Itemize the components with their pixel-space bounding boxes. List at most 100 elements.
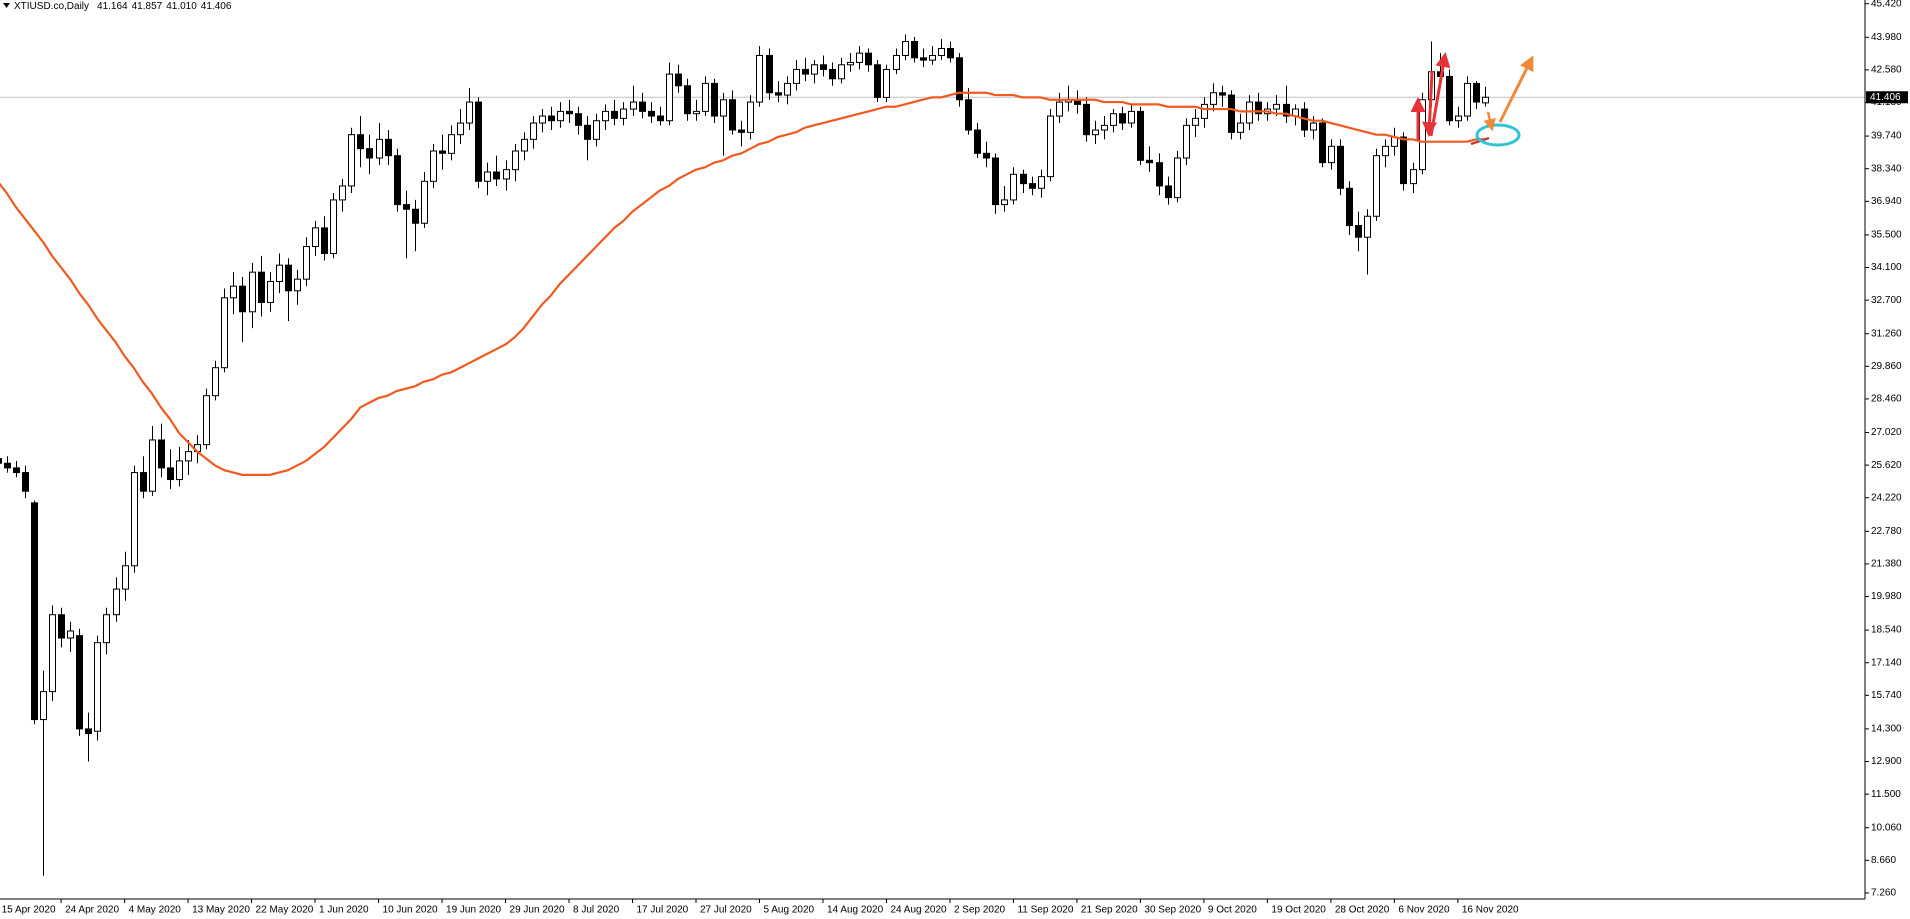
candle-body	[1337, 145, 1344, 189]
candle-body	[630, 101, 637, 110]
candle-body	[1128, 110, 1135, 124]
candle-body	[956, 57, 963, 101]
candle-body	[249, 271, 256, 313]
y-tick-label: 28.460	[1871, 394, 1902, 405]
annotation-arrow	[1498, 55, 1534, 123]
candle-body	[357, 134, 364, 150]
candle-body	[303, 246, 310, 280]
candle-body	[40, 691, 47, 721]
y-tick-label: 19.980	[1871, 591, 1902, 602]
candle-body	[76, 635, 83, 730]
candle-body	[738, 129, 745, 133]
candle-body	[339, 185, 346, 201]
candle-body	[439, 150, 446, 154]
x-tick-label: 5 Aug 2020	[763, 905, 814, 916]
x-tick-label: 27 Jul 2020	[700, 905, 752, 916]
candle-body	[902, 40, 909, 56]
candle-body	[920, 57, 927, 61]
y-tick-label: 7.260	[1871, 888, 1896, 899]
y-tick-label: 39.740	[1871, 131, 1902, 142]
header-triangle	[3, 3, 10, 8]
candle-body	[539, 115, 546, 124]
candle-body	[421, 180, 428, 224]
candle-body	[484, 171, 491, 182]
x-tick-label: 11 Sep 2020	[1017, 905, 1073, 916]
candle-body	[557, 110, 564, 122]
candle-body	[1273, 103, 1280, 110]
y-tick-label: 31.260	[1871, 328, 1902, 339]
y-tick-label: 8.660	[1871, 855, 1896, 866]
candle-body	[113, 588, 120, 616]
candle-body	[493, 171, 500, 180]
y-tick-label: 35.500	[1871, 230, 1902, 241]
candle-body	[1038, 176, 1045, 189]
candle-body	[85, 728, 92, 735]
candle-body	[448, 134, 455, 154]
candle-body	[294, 278, 301, 292]
candle-body	[221, 297, 228, 369]
y-tick-label: 38.340	[1871, 163, 1902, 174]
candle-body	[648, 110, 655, 117]
candle-body	[1137, 110, 1144, 161]
candle-body	[285, 264, 292, 292]
candle-body	[185, 451, 192, 462]
y-tick-label: 32.700	[1871, 295, 1902, 306]
candle-body	[1228, 94, 1235, 133]
candle-body	[4, 462, 11, 469]
y-tick-label: 25.620	[1871, 460, 1902, 471]
candle-body	[548, 115, 555, 122]
candle-body	[103, 614, 110, 644]
y-tick-label: 21.380	[1871, 559, 1902, 570]
candle-body	[475, 101, 482, 182]
candle-body	[729, 99, 736, 131]
candle-body	[1146, 159, 1153, 164]
candle-body	[1056, 101, 1063, 117]
candle-body	[94, 642, 101, 732]
candle-body	[1346, 187, 1353, 227]
candle-body	[883, 68, 890, 98]
candle-body	[784, 82, 791, 96]
candle-body	[1156, 162, 1163, 187]
header-value: 41.164	[97, 1, 128, 12]
candle-body	[1201, 103, 1208, 119]
candle-body	[212, 367, 219, 397]
candle-body	[1319, 122, 1326, 164]
candle-body	[793, 68, 800, 84]
candle-body	[1165, 185, 1172, 199]
candle-body	[1328, 145, 1335, 164]
x-tick-label: 13 May 2020	[192, 905, 250, 916]
y-tick-label: 22.780	[1871, 526, 1902, 537]
candle-body	[512, 150, 519, 171]
candle-body	[611, 110, 618, 119]
x-tick-label: 2 Sep 2020	[954, 905, 1006, 916]
header-value: 41.406	[201, 1, 232, 12]
candle-body	[639, 101, 646, 112]
x-tick-label: 6 Nov 2020	[1398, 905, 1450, 916]
candle-body	[13, 467, 20, 474]
candle-body	[1010, 173, 1017, 201]
candle-body	[1473, 82, 1480, 103]
candle-body	[1001, 199, 1008, 206]
candle-body	[602, 110, 609, 122]
x-tick-label: 19 Jun 2020	[446, 905, 501, 916]
candle-body	[1047, 115, 1054, 178]
candle-body	[766, 54, 773, 94]
candle-body	[929, 54, 936, 61]
y-tick-label: 45.420	[1871, 0, 1902, 9]
candle-body	[403, 204, 410, 210]
candle-body	[167, 467, 174, 481]
candle-body	[1410, 169, 1417, 185]
candle-body	[530, 122, 537, 140]
header-value: 41.857	[132, 1, 163, 12]
candle-body	[1482, 96, 1489, 104]
candle-body	[874, 64, 881, 98]
chart-header: XTIUSD.co,Daily 41.164 41.857 41.010 41.406	[14, 1, 232, 12]
candle-body	[775, 92, 782, 96]
header: XTIUSD.co,Daily 41.164 41.857 41.010 41.406	[3, 1, 232, 12]
candle-body	[747, 101, 754, 133]
candle-body	[366, 148, 373, 159]
candle-body	[974, 129, 981, 154]
candle-body	[457, 122, 464, 136]
